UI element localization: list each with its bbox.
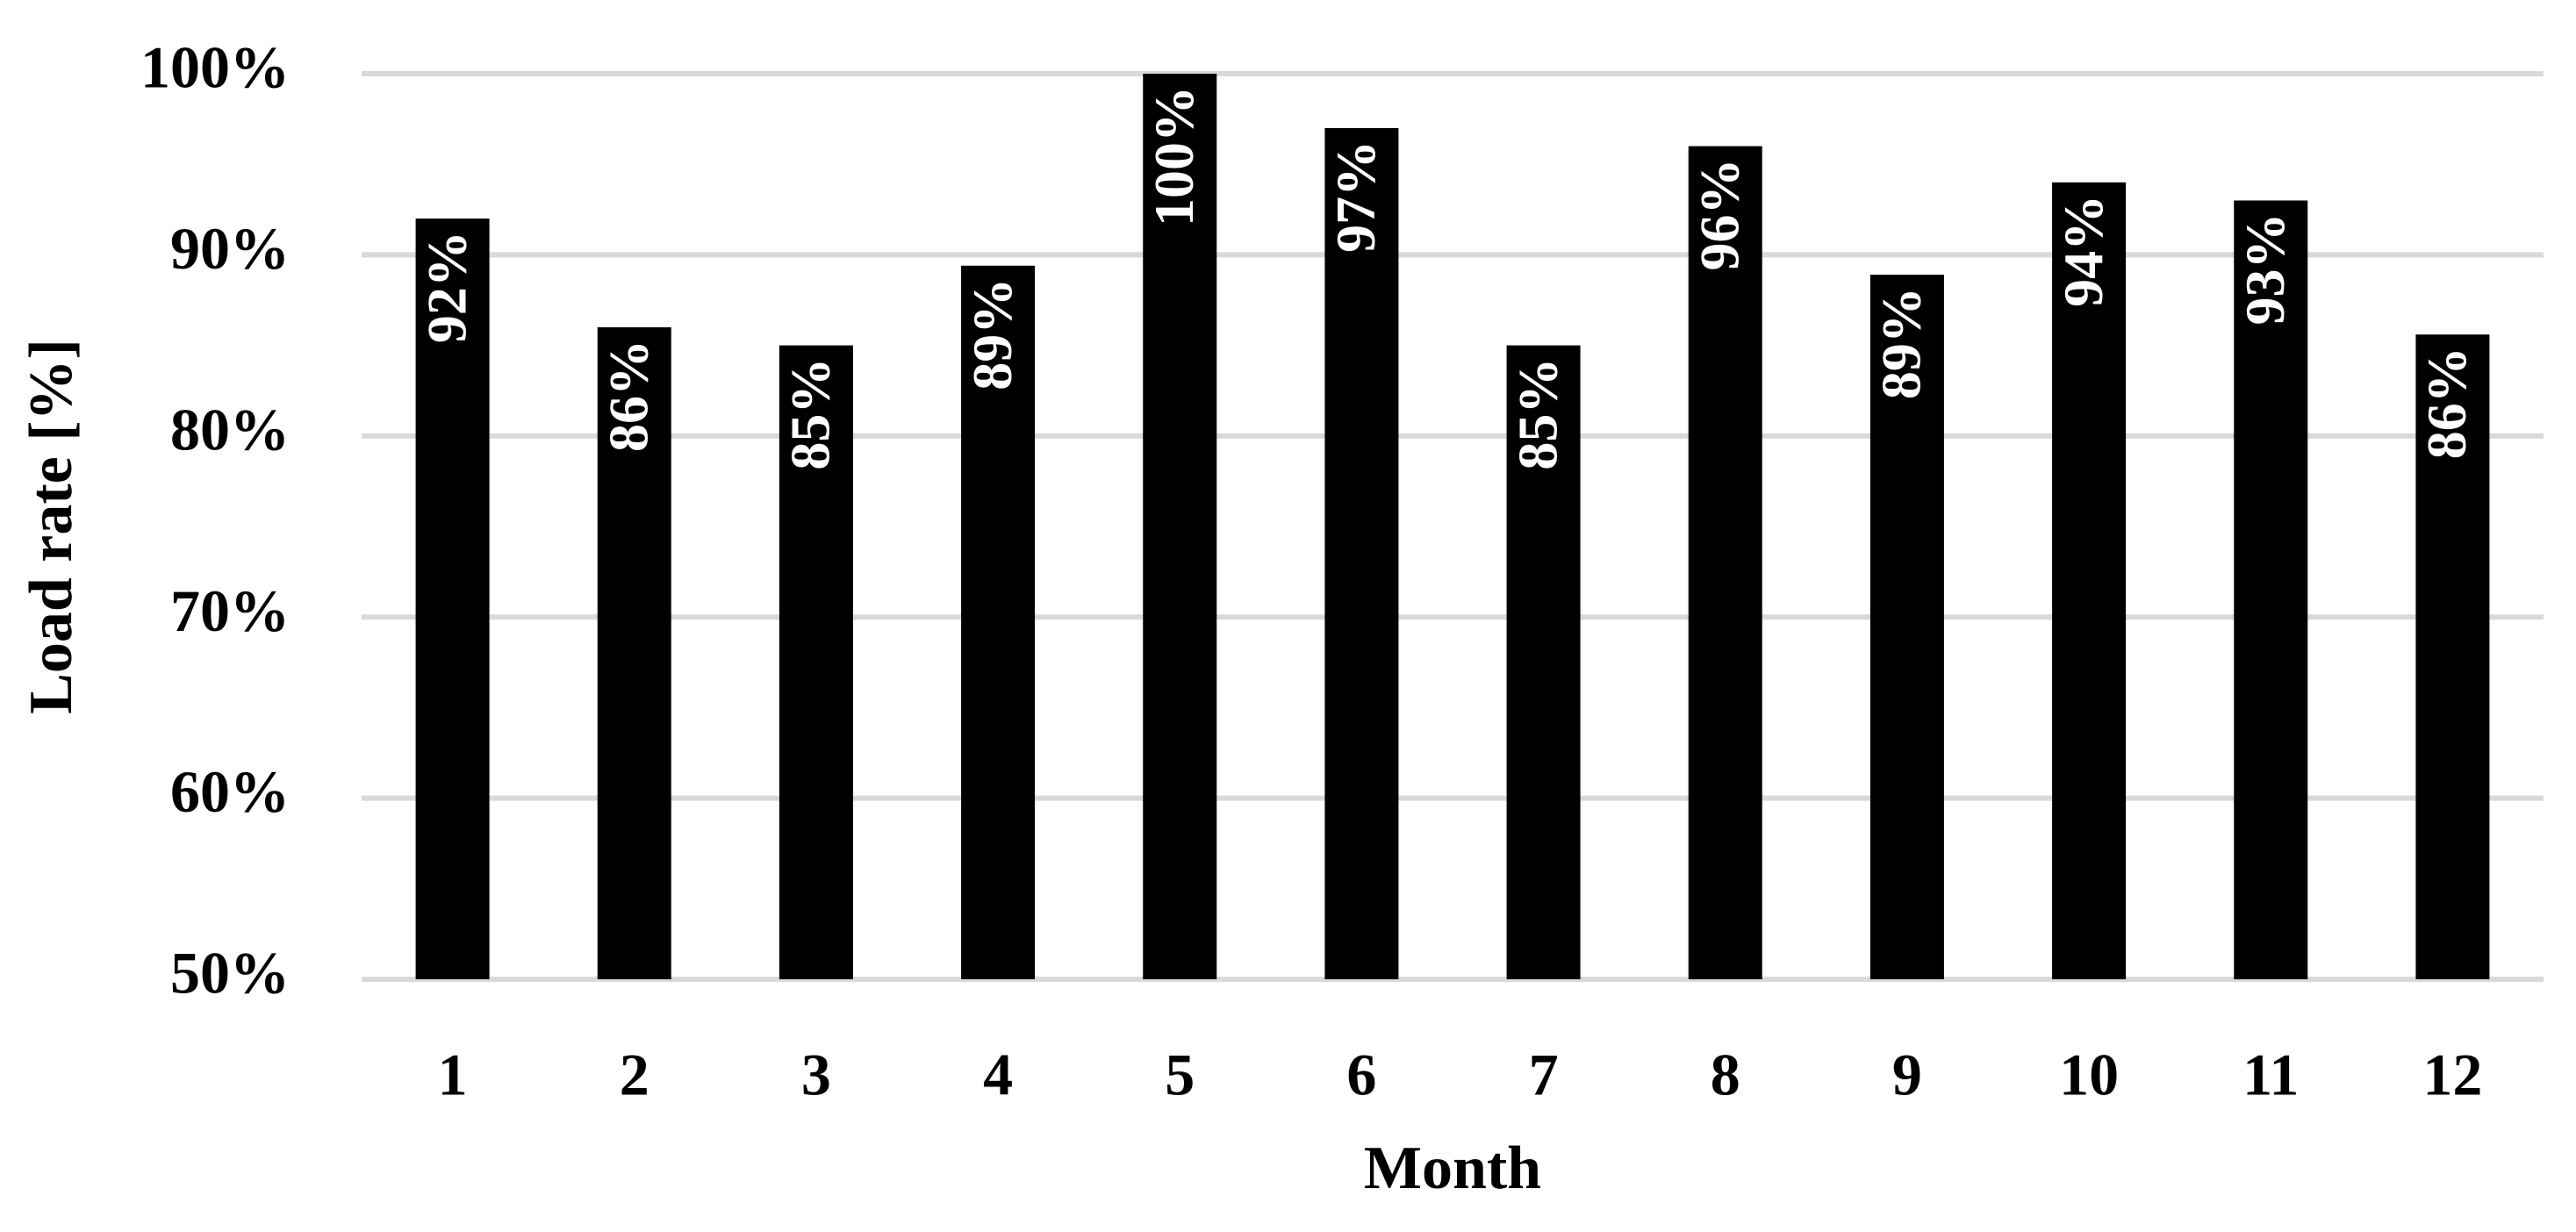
- bar: [2234, 200, 2308, 980]
- x-tick-label: 11: [2242, 1042, 2299, 1108]
- value-label: 86%: [2415, 347, 2478, 459]
- bar: [1506, 345, 1581, 980]
- bar: [1143, 74, 1217, 979]
- y-tick-label: 60%: [170, 758, 290, 825]
- bar: [1869, 275, 1944, 979]
- bar: [779, 345, 853, 980]
- value-label: 89%: [1870, 287, 1933, 399]
- value-label: 92%: [415, 231, 477, 343]
- x-tick-label: 8: [1711, 1042, 1740, 1108]
- x-tick-label: 10: [2059, 1042, 2119, 1108]
- x-tick-label: 6: [1346, 1042, 1376, 1108]
- x-tick-label: 1: [438, 1042, 468, 1108]
- bar: [597, 326, 671, 980]
- x-axis-title: Month: [1364, 1135, 1541, 1202]
- value-label: 94%: [2052, 195, 2114, 307]
- x-tick-label: 12: [2422, 1042, 2482, 1108]
- y-tick-label: 90%: [170, 215, 290, 282]
- bar: [961, 265, 1036, 979]
- bar: [415, 218, 490, 979]
- x-tick-label: 2: [620, 1042, 649, 1108]
- value-label: 100%: [1143, 86, 1205, 226]
- value-label: 85%: [1506, 358, 1568, 470]
- x-tick-label: 5: [1165, 1042, 1195, 1108]
- x-tick-label: 9: [1892, 1042, 1922, 1108]
- x-tick-label: 3: [801, 1042, 831, 1108]
- value-label: 86%: [597, 340, 659, 452]
- bar: [2052, 182, 2127, 980]
- y-axis-title: Load rate [%]: [18, 339, 85, 714]
- value-label: 96%: [1688, 159, 1750, 271]
- bar: [2415, 334, 2490, 979]
- x-tick-label: 7: [1529, 1042, 1559, 1108]
- y-tick-label: 80%: [170, 396, 290, 462]
- value-label: 85%: [779, 358, 842, 470]
- x-tick-label: 4: [983, 1042, 1013, 1108]
- value-label: 97%: [1324, 140, 1387, 253]
- value-label: 89%: [961, 278, 1023, 390]
- y-tick-label: 100%: [140, 34, 290, 101]
- y-tick-label: 70%: [170, 577, 290, 644]
- value-label: 93%: [2234, 212, 2296, 325]
- bar: [1324, 127, 1399, 980]
- y-tick-label: 50%: [170, 940, 290, 1006]
- bar: [1688, 146, 1762, 979]
